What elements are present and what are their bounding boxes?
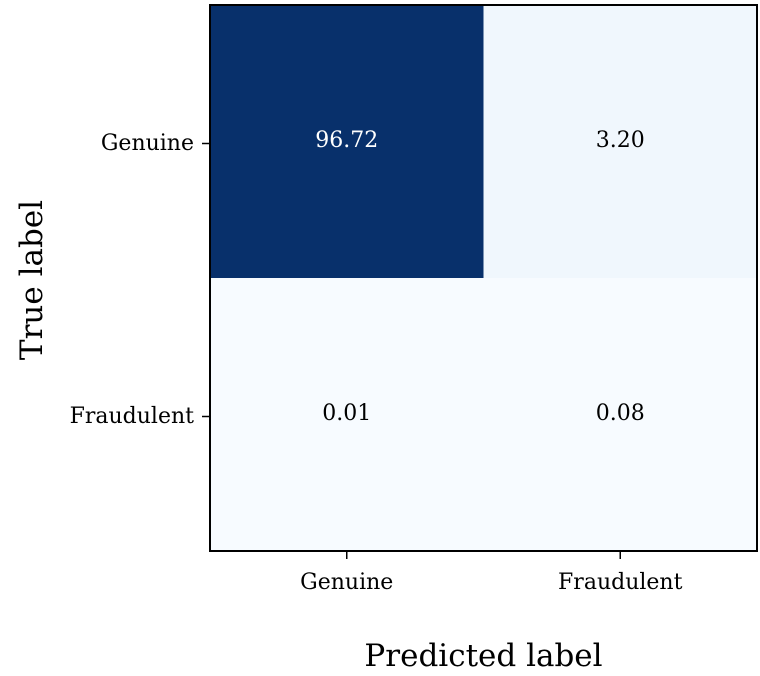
x-axis-label: Predicted label <box>364 638 602 674</box>
y-axis-label: True label <box>14 200 50 360</box>
heatmap-cell <box>210 5 484 278</box>
y-tick-label: Fraudulent <box>70 404 195 429</box>
y-tick-label: Genuine <box>101 131 194 156</box>
x-tick-label: Fraudulent <box>558 570 683 595</box>
cell-value-label: 0.08 <box>596 401 645 426</box>
axis-ticks: Genuine Fraudulent Genuine Fraudulent <box>70 131 683 595</box>
plot-frame <box>209 4 758 552</box>
heatmap-cell <box>210 278 484 551</box>
cell-value-label: 3.20 <box>596 128 645 153</box>
cell-value-label: 0.01 <box>322 401 371 426</box>
heatmap-cell <box>483 278 757 551</box>
x-tick-label: Genuine <box>300 570 393 595</box>
cell-value-label: 96.72 <box>315 128 378 153</box>
heatmap-cell <box>483 5 757 278</box>
heatmap-cells: 96.72 3.20 0.01 0.08 <box>210 5 757 551</box>
